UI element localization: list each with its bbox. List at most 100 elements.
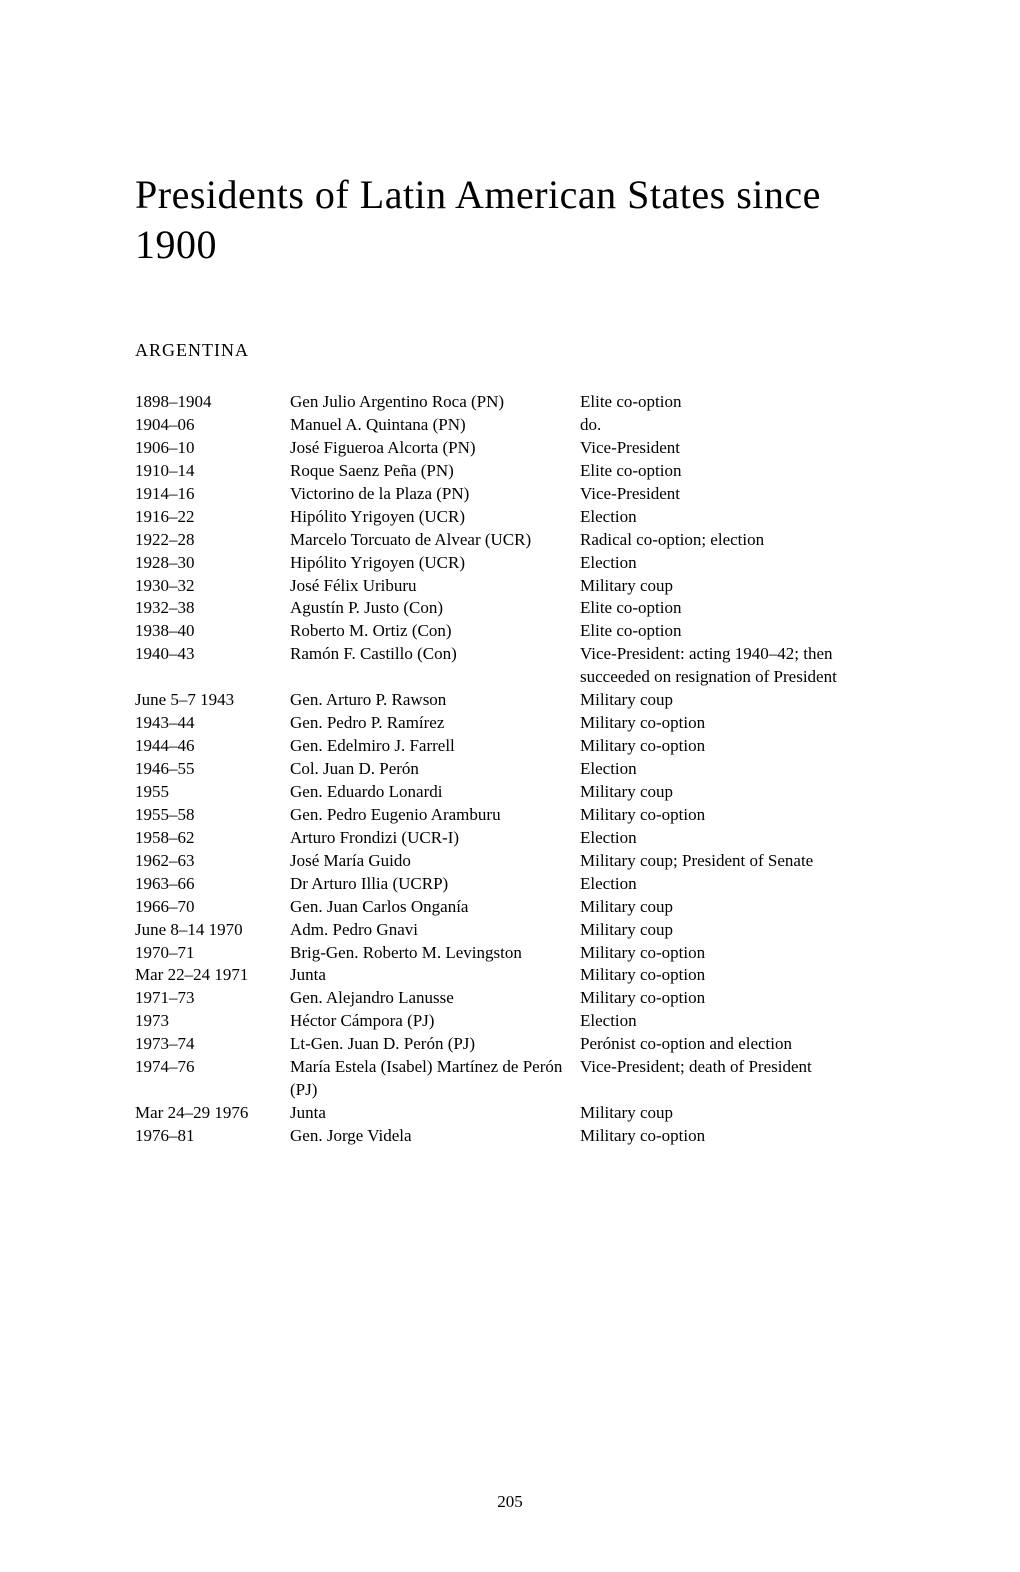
dates-cell: 1943–44: [135, 712, 290, 735]
table-row: 1922–28Marcelo Torcuato de Alvear (UCR)R…: [135, 529, 900, 552]
dates-cell: 1974–76: [135, 1056, 290, 1079]
table-row: Mar 22–24 1971JuntaMilitary co-option: [135, 964, 900, 987]
dates-cell: 1976–81: [135, 1125, 290, 1148]
method-cell: do.: [580, 414, 900, 437]
dates-cell: 1971–73: [135, 987, 290, 1010]
table-row: 1928–30Hipólito Yrigoyen (UCR)Election: [135, 552, 900, 575]
dates-cell: 1938–40: [135, 620, 290, 643]
dates-cell: 1930–32: [135, 575, 290, 598]
name-cell: Hipólito Yrigoyen (UCR): [290, 552, 580, 575]
dates-cell: 1904–06: [135, 414, 290, 437]
name-cell: José María Guido: [290, 850, 580, 873]
method-cell: Military co-option: [580, 804, 900, 827]
name-cell: Manuel A. Quintana (PN): [290, 414, 580, 437]
method-cell: Military coup; President of Senate: [580, 850, 900, 873]
table-row: 1904–06Manuel A. Quintana (PN)do.: [135, 414, 900, 437]
table-row: June 8–14 1970Adm. Pedro GnaviMilitary c…: [135, 919, 900, 942]
name-cell: Dr Arturo Illia (UCRP): [290, 873, 580, 896]
name-cell: Roque Saenz Peña (PN): [290, 460, 580, 483]
dates-cell: 1963–66: [135, 873, 290, 896]
dates-cell: June 5–7 1943: [135, 689, 290, 712]
name-cell: Marcelo Torcuato de Alvear (UCR): [290, 529, 580, 552]
dates-cell: 1914–16: [135, 483, 290, 506]
table-row: 1955Gen. Eduardo LonardiMilitary coup: [135, 781, 900, 804]
table-row: Mar 24–29 1976JuntaMilitary coup: [135, 1102, 900, 1125]
dates-cell: 1944–46: [135, 735, 290, 758]
table-row: 1962–63José María GuidoMilitary coup; Pr…: [135, 850, 900, 873]
name-cell: Gen. Jorge Videla: [290, 1125, 580, 1148]
table-row: 1910–14Roque Saenz Peña (PN)Elite co-opt…: [135, 460, 900, 483]
table-row: 1976–81Gen. Jorge VidelaMilitary co-opti…: [135, 1125, 900, 1148]
table-row: 1898–1904Gen Julio Argentino Roca (PN)El…: [135, 391, 900, 414]
name-cell: Gen Julio Argentino Roca (PN): [290, 391, 580, 414]
method-cell: Radical co-option; election: [580, 529, 900, 552]
dates-cell: 1898–1904: [135, 391, 290, 414]
table-row: 1970–71Brig-Gen. Roberto M. LevingstonMi…: [135, 942, 900, 965]
method-cell: Elite co-option: [580, 597, 900, 620]
method-cell: Election: [580, 506, 900, 529]
name-cell: Col. Juan D. Perón: [290, 758, 580, 781]
name-cell: Victorino de la Plaza (PN): [290, 483, 580, 506]
method-cell: Military coup: [580, 575, 900, 598]
dates-cell: 1966–70: [135, 896, 290, 919]
method-cell: Election: [580, 758, 900, 781]
dates-cell: 1910–14: [135, 460, 290, 483]
method-cell: Vice-President: [580, 483, 900, 506]
dates-cell: 1970–71: [135, 942, 290, 965]
name-cell: Arturo Frondizi (UCR-I): [290, 827, 580, 850]
dates-cell: 1962–63: [135, 850, 290, 873]
method-cell: Military coup: [580, 689, 900, 712]
name-cell: Hipólito Yrigoyen (UCR): [290, 506, 580, 529]
table-row: 1906–10José Figueroa Alcorta (PN)Vice-Pr…: [135, 437, 900, 460]
name-cell: Gen. Juan Carlos Onganía: [290, 896, 580, 919]
name-cell: Gen. Eduardo Lonardi: [290, 781, 580, 804]
dates-cell: 1955: [135, 781, 290, 804]
table-row: 1944–46Gen. Edelmiro J. FarrellMilitary …: [135, 735, 900, 758]
name-cell: Agustín P. Justo (Con): [290, 597, 580, 620]
method-cell: Election: [580, 827, 900, 850]
dates-cell: Mar 24–29 1976: [135, 1102, 290, 1125]
method-cell: Elite co-option: [580, 620, 900, 643]
method-cell: Vice-President; death of President: [580, 1056, 900, 1079]
dates-cell: Mar 22–24 1971: [135, 964, 290, 987]
table-row: 1955–58Gen. Pedro Eugenio AramburuMilita…: [135, 804, 900, 827]
document-page: Presidents of Latin American States sinc…: [0, 0, 1020, 1572]
page-title: Presidents of Latin American States sinc…: [135, 170, 900, 270]
method-cell: Election: [580, 873, 900, 896]
method-cell: Vice-President: acting 1940–42; then suc…: [580, 643, 900, 689]
table-row: 1963–66Dr Arturo Illia (UCRP)Election: [135, 873, 900, 896]
dates-cell: 1973–74: [135, 1033, 290, 1056]
name-cell: Lt-Gen. Juan D. Perón (PJ): [290, 1033, 580, 1056]
table-row: 1940–43Ramón F. Castillo (Con)Vice-Presi…: [135, 643, 900, 689]
method-cell: Military co-option: [580, 1125, 900, 1148]
dates-cell: 1922–28: [135, 529, 290, 552]
method-cell: Election: [580, 552, 900, 575]
name-cell: Héctor Cámpora (PJ): [290, 1010, 580, 1033]
name-cell: María Estela (Isabel) Martínez de Perón …: [290, 1056, 580, 1102]
name-cell: Gen. Pedro P. Ramírez: [290, 712, 580, 735]
dates-cell: 1906–10: [135, 437, 290, 460]
table-row: 1930–32José Félix UriburuMilitary coup: [135, 575, 900, 598]
name-cell: Brig-Gen. Roberto M. Levingston: [290, 942, 580, 965]
method-cell: Military coup: [580, 896, 900, 919]
table-row: 1946–55Col. Juan D. PerónElection: [135, 758, 900, 781]
name-cell: Gen. Pedro Eugenio Aramburu: [290, 804, 580, 827]
table-row: June 5–7 1943Gen. Arturo P. RawsonMilita…: [135, 689, 900, 712]
method-cell: Military coup: [580, 781, 900, 804]
name-cell: Roberto M. Ortiz (Con): [290, 620, 580, 643]
name-cell: Gen. Edelmiro J. Farrell: [290, 735, 580, 758]
table-row: 1971–73Gen. Alejandro LanusseMilitary co…: [135, 987, 900, 1010]
dates-cell: 1973: [135, 1010, 290, 1033]
method-cell: Military co-option: [580, 987, 900, 1010]
table-row: 1932–38Agustín P. Justo (Con)Elite co-op…: [135, 597, 900, 620]
method-cell: Military co-option: [580, 712, 900, 735]
name-cell: José Figueroa Alcorta (PN): [290, 437, 580, 460]
method-cell: Military coup: [580, 919, 900, 942]
page-number: 205: [0, 1492, 1020, 1512]
table-row: 1938–40Roberto M. Ortiz (Con)Elite co-op…: [135, 620, 900, 643]
dates-cell: 1940–43: [135, 643, 290, 666]
dates-cell: 1916–22: [135, 506, 290, 529]
dates-cell: 1958–62: [135, 827, 290, 850]
method-cell: Military co-option: [580, 964, 900, 987]
table-row: 1914–16Victorino de la Plaza (PN)Vice-Pr…: [135, 483, 900, 506]
